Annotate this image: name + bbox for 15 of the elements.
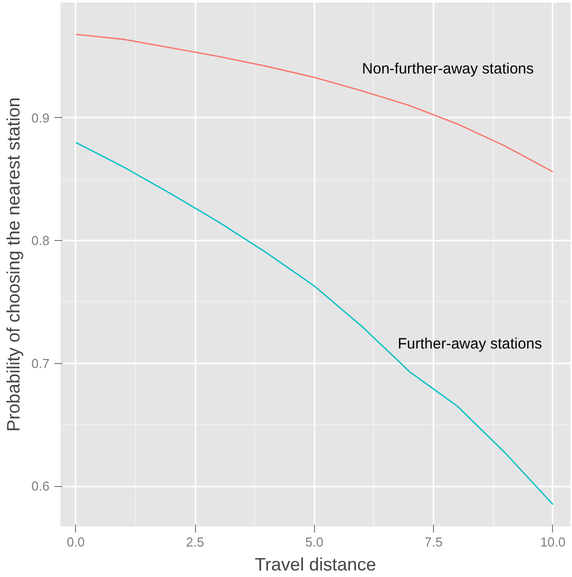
line-series (75, 34, 554, 172)
y-axis-title: Probability of choosing the nearest station (3, 97, 24, 432)
y-tick-label: 0.7 (31, 356, 50, 371)
x-axis-title: Travel distance (254, 554, 376, 574)
x-tick-label: 2.5 (186, 534, 204, 550)
series-label: Non-further-away stations (362, 60, 534, 78)
x-tick-label: 7.5 (424, 534, 443, 550)
x-tick-label: 10.0 (540, 534, 566, 550)
series-label: Further-away stations (398, 335, 542, 352)
y-tick-label: 0.9 (31, 110, 50, 126)
y-tick-label: 0.8 (31, 233, 50, 248)
x-tick-label: 0.0 (66, 534, 85, 550)
line-series (75, 142, 554, 506)
x-tick-label: 5.0 (305, 534, 324, 550)
y-tick-label: 0.6 (31, 478, 50, 494)
